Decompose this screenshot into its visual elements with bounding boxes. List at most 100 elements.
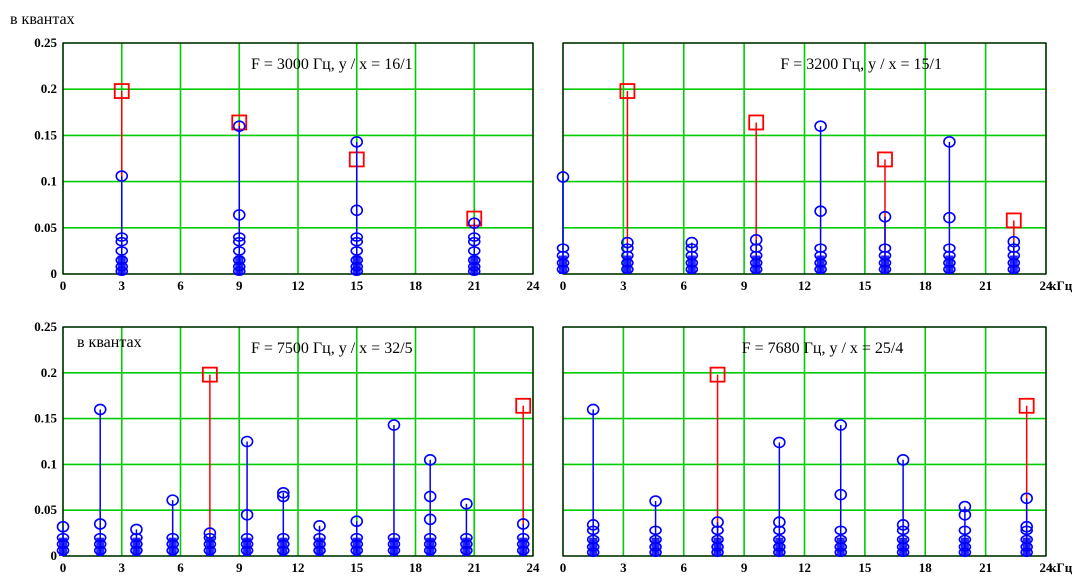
signal-marker — [748, 114, 765, 131]
x-tick-label: 12 — [798, 560, 811, 575]
spur-cluster-fill — [945, 255, 954, 274]
x-tick-label: 3 — [620, 560, 627, 575]
spur-cluster-marker — [115, 236, 129, 247]
spur-marker — [115, 170, 129, 182]
spur-marker — [423, 490, 437, 503]
spur-marker — [943, 136, 956, 148]
spur-marker — [556, 171, 570, 183]
spur-marker — [423, 513, 437, 526]
signal-marker — [1018, 397, 1035, 414]
spur-marker — [814, 120, 827, 132]
x-tick-label: 18 — [409, 278, 423, 293]
spur-cluster-marker — [467, 246, 481, 256]
y-tick-label: 0.2 — [41, 365, 57, 380]
plot-frame — [562, 326, 1047, 557]
x-tick-label: 21 — [468, 560, 481, 575]
panel-ylabel: в квантах — [77, 334, 142, 351]
spur-cluster-fill — [836, 537, 845, 556]
signal-marker — [515, 397, 532, 414]
signal-marker — [877, 151, 893, 168]
x-tick-label: 15 — [858, 278, 872, 293]
x-tick-label: 21 — [979, 560, 992, 575]
spur-marker — [586, 403, 600, 416]
x-tick-label: 9 — [741, 278, 748, 293]
x-tick-label: 9 — [236, 278, 243, 293]
x-tick-label: 15 — [350, 278, 364, 293]
spur-cluster-fill — [775, 537, 784, 556]
spur-cluster-fill — [713, 537, 722, 556]
y-tick-label: 0.25 — [34, 35, 57, 50]
spur-marker — [958, 500, 972, 513]
chart-title: F = 3200 Гц, y / x = 15/1 — [780, 56, 942, 73]
spur-marker — [166, 494, 179, 506]
spur-cluster-fill — [132, 537, 141, 556]
spur-marker — [958, 508, 972, 521]
x-unit-label: кГц — [1049, 278, 1073, 293]
spur-cluster-fill — [816, 255, 825, 274]
spur-cluster-fill — [117, 255, 126, 274]
spur-cluster-marker — [711, 525, 724, 536]
x-tick-label: 18 — [919, 278, 933, 293]
x-tick-label: 3 — [620, 278, 627, 293]
spur-marker — [834, 419, 848, 431]
spur-cluster-fill — [470, 255, 479, 274]
signal-marker — [619, 83, 636, 99]
chart-title: F = 7500 Гц, y / x = 32/5 — [251, 340, 413, 357]
chart-panel-3: 0 3 6 9 12 15 18 21 24 0 0.05 0.1 0.15 0.2 0.25 F = 750… — [34, 319, 540, 575]
plot-frame — [562, 42, 1047, 275]
spur-cluster-fill — [205, 537, 214, 556]
spur-marker — [240, 508, 254, 521]
x-tick-label: 12 — [292, 278, 305, 293]
spur-cluster-fill — [559, 255, 567, 274]
x-tick-label: 6 — [177, 560, 184, 575]
spur-marker — [232, 120, 246, 132]
spur-cluster-marker — [467, 232, 481, 242]
spur-marker — [1007, 235, 1021, 248]
spur-marker — [834, 488, 848, 501]
x-tick-label: 3 — [119, 560, 126, 575]
spur-marker — [516, 518, 530, 530]
y-tick-label: 0 — [51, 266, 58, 281]
plot-frame — [62, 42, 534, 275]
x-tick-label: 9 — [236, 560, 243, 575]
spur-marker — [460, 497, 473, 510]
spur-marker — [896, 454, 910, 466]
y-tick-label: 0.15 — [34, 127, 57, 142]
x-tick-label: 0 — [60, 278, 67, 293]
x-tick-label: 24 — [527, 278, 541, 293]
y-tick-label: 0.1 — [41, 456, 57, 471]
y-tick-label: 0.25 — [34, 319, 57, 334]
x-tick-label: 12 — [292, 560, 305, 575]
spur-cluster-fill — [462, 537, 471, 556]
spur-marker — [621, 236, 634, 249]
x-tick-label: 0 — [60, 560, 67, 575]
spur-cluster-fill — [352, 537, 361, 556]
spur-cluster-marker — [232, 232, 246, 242]
spur-cluster-fill — [519, 537, 528, 556]
x-tick-label: 9 — [741, 560, 748, 575]
spur-cluster-marker — [896, 525, 910, 536]
x-tick-label: 12 — [798, 278, 811, 293]
spur-cluster-fill — [1022, 537, 1031, 556]
x-tick-label: 24 — [1040, 278, 1054, 293]
spur-marker — [467, 217, 481, 229]
spur-cluster-fill — [623, 255, 632, 274]
x-tick-label: 0 — [560, 560, 567, 575]
y-tick-label: 0.05 — [34, 220, 57, 235]
spur-marker — [93, 403, 107, 416]
spur-cluster-marker — [232, 236, 246, 247]
spur-marker — [685, 236, 699, 249]
spur-marker — [387, 419, 401, 431]
spur-cluster-fill — [243, 537, 252, 556]
spur-marker — [773, 516, 786, 528]
signal-marker — [113, 83, 130, 99]
chart-panels: 0 3 6 9 12 15 18 21 24 0 0.05 0.1 0.15 0.2 0.25 F = 300… — [34, 35, 1073, 575]
y-tick-label: 0.2 — [41, 81, 57, 96]
x-tick-label: 21 — [979, 278, 992, 293]
spur-marker — [1020, 492, 1033, 505]
signal-marker — [1005, 212, 1022, 229]
spur-cluster-marker — [958, 525, 972, 536]
